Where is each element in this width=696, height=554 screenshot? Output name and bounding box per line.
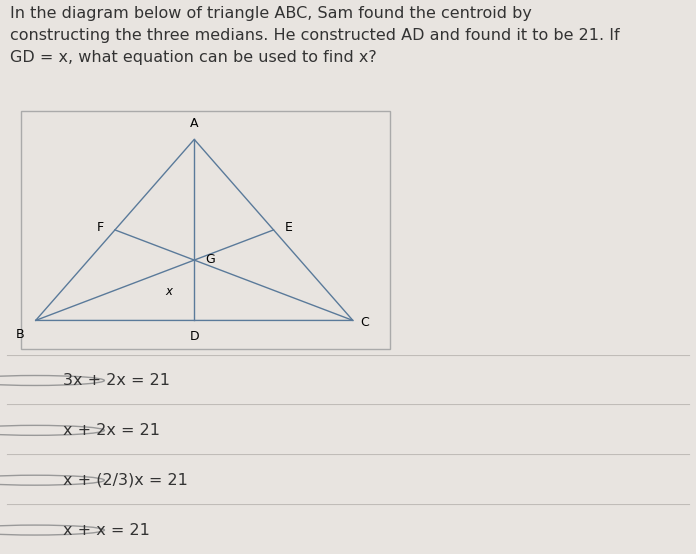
Text: G: G — [205, 253, 215, 266]
Text: D: D — [189, 330, 199, 343]
Text: E: E — [285, 221, 292, 234]
Text: x + 2x = 21: x + 2x = 21 — [63, 423, 159, 438]
Text: x: x — [165, 285, 172, 297]
Text: 3x + 2x = 21: 3x + 2x = 21 — [63, 373, 170, 388]
Text: In the diagram below of triangle ABC, Sam found the centroid by
constructing the: In the diagram below of triangle ABC, Sa… — [10, 6, 620, 65]
Text: x + (2/3)x = 21: x + (2/3)x = 21 — [63, 473, 187, 488]
Text: F: F — [97, 221, 104, 234]
Text: C: C — [361, 316, 369, 329]
Text: A: A — [190, 117, 198, 130]
Text: B: B — [16, 327, 24, 341]
Text: x + x = 21: x + x = 21 — [63, 522, 150, 537]
